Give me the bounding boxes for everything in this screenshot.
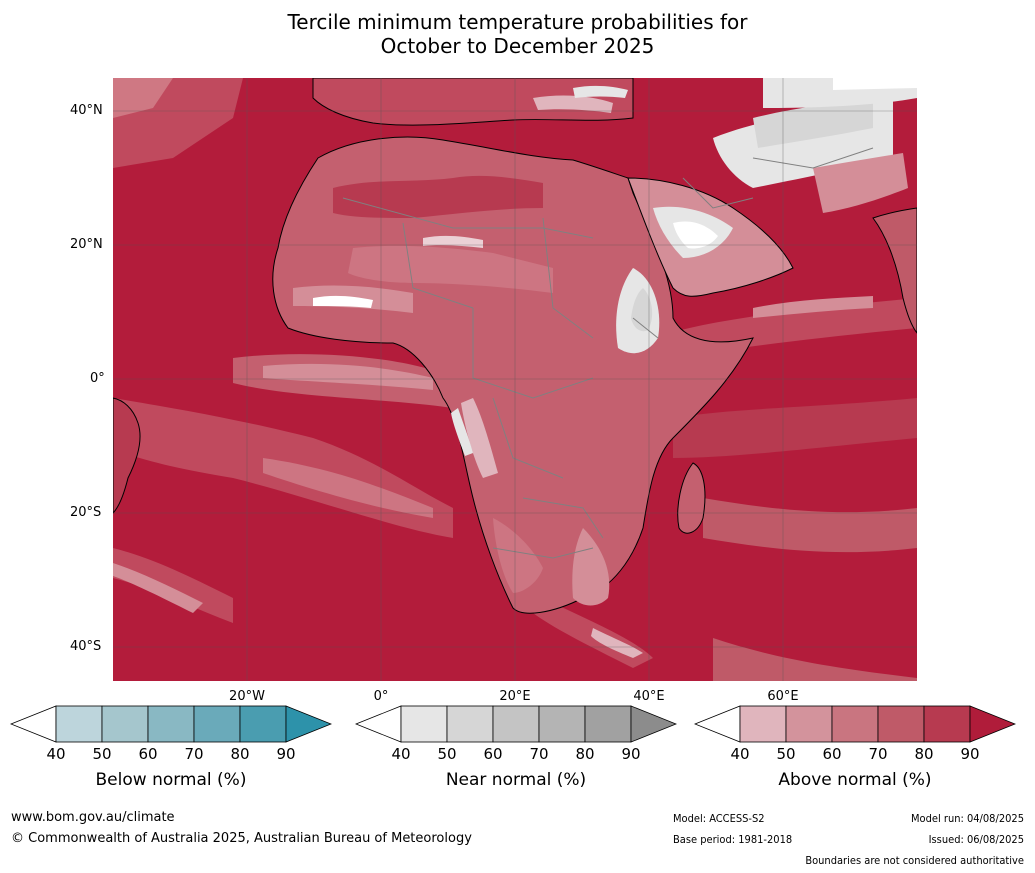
graticule xyxy=(113,78,917,681)
africa-landmass xyxy=(272,136,754,614)
footer-model-run: Model run: 04/08/2025 xyxy=(911,812,1024,825)
lat-label-40s: 40°S xyxy=(70,639,102,654)
colorbar-extend-high xyxy=(285,705,332,743)
footer-disclaimer: Boundaries are not considered authoritat… xyxy=(805,854,1024,867)
lat-label-40n: 40°N xyxy=(70,103,103,118)
colorbar-near-normal xyxy=(355,705,677,743)
colorbar-segment xyxy=(446,705,494,743)
colorbar-segment xyxy=(193,705,241,743)
lon-label-60e: 60°E xyxy=(767,689,799,704)
colorbar-tick-label: 80 xyxy=(230,745,250,763)
country-boundaries xyxy=(342,147,874,559)
lon-label-40e: 40°E xyxy=(633,689,665,704)
title-line-1: Tercile minimum temperature probabilitie… xyxy=(287,10,748,34)
colorbar-tick-label: 60 xyxy=(138,745,158,763)
colorbar-tick-label: 40 xyxy=(46,745,66,763)
colorbar-above-normal xyxy=(694,705,1016,743)
colorbar-segment xyxy=(239,705,287,743)
colorbar-extend-low xyxy=(694,705,741,743)
lon-label-0: 0° xyxy=(373,689,389,704)
colorbar-segment xyxy=(831,705,879,743)
colorbar-tick-label: 90 xyxy=(276,745,296,763)
colorbar-below-normal xyxy=(10,705,332,743)
title-line-2: October to December 2025 xyxy=(380,34,655,58)
lat-label-equator: 0° xyxy=(90,371,105,386)
colorbar-tick-label: 50 xyxy=(437,745,457,763)
colorbar-extend-low xyxy=(10,705,57,743)
india-edge xyxy=(872,207,917,334)
colorbar-extend-low xyxy=(355,705,402,743)
colorbar-extend-high xyxy=(630,705,677,743)
colorbar-segment xyxy=(739,705,787,743)
colorbar-title-above: Above normal (%) xyxy=(778,770,932,790)
colorbar-tick-label: 70 xyxy=(529,745,549,763)
colorbar-segment xyxy=(147,705,195,743)
lon-label-20e: 20°E xyxy=(499,689,531,704)
colorbar-segment xyxy=(400,705,448,743)
colorbar-extend-high xyxy=(969,705,1016,743)
footer-issued: Issued: 06/08/2025 xyxy=(928,833,1024,846)
europe-landmass xyxy=(312,78,634,126)
colorbar-tick-label: 50 xyxy=(92,745,112,763)
colorbar-segment xyxy=(492,705,540,743)
colorbar-tick-label: 60 xyxy=(483,745,503,763)
colorbar-tick-label: 40 xyxy=(391,745,411,763)
probability-map xyxy=(113,78,917,681)
footer-base-period: Base period: 1981-2018 xyxy=(673,833,793,846)
colorbar-segment xyxy=(55,705,103,743)
footer-website: www.bom.gov.au/climate xyxy=(11,810,175,825)
colorbar-segment xyxy=(923,705,971,743)
colorbar-title-near: Near normal (%) xyxy=(445,770,587,790)
south-america-edge xyxy=(113,397,141,514)
colorbar-title-below: Below normal (%) xyxy=(95,770,247,790)
colorbar-tick-label: 70 xyxy=(868,745,888,763)
footer-model: Model: ACCESS-S2 xyxy=(673,812,765,825)
colorbar-segment xyxy=(538,705,586,743)
colorbar-tick-label: 50 xyxy=(776,745,796,763)
colorbar-tick-label: 90 xyxy=(621,745,641,763)
colorbar-tick-label: 80 xyxy=(914,745,934,763)
colorbar-segment xyxy=(584,705,632,743)
colorbar-segment xyxy=(785,705,833,743)
lat-label-20s: 20°S xyxy=(70,505,102,520)
lon-label-20w: 20°W xyxy=(229,689,265,704)
ocean-probability-bands xyxy=(113,78,917,681)
madagascar xyxy=(677,462,706,534)
colorbar-tick-label: 40 xyxy=(730,745,750,763)
map-title: Tercile minimum temperature probabilitie… xyxy=(0,10,1035,58)
lat-label-20n: 20°N xyxy=(70,237,103,252)
colorbar-segment xyxy=(877,705,925,743)
colorbar-tick-label: 80 xyxy=(575,745,595,763)
colorbar-tick-label: 70 xyxy=(184,745,204,763)
footer-copyright: © Commonwealth of Australia 2025, Austra… xyxy=(11,831,472,846)
colorbar-tick-label: 90 xyxy=(960,745,980,763)
colorbar-tick-label: 60 xyxy=(822,745,842,763)
colorbar-segment xyxy=(101,705,149,743)
